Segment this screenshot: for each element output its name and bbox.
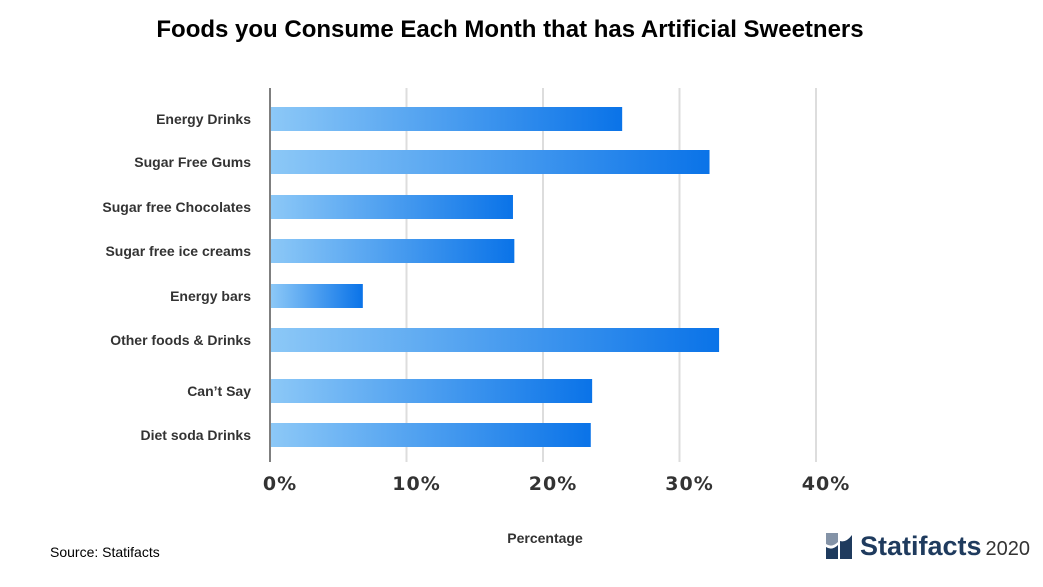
bar — [271, 107, 623, 131]
bar — [271, 423, 591, 447]
bar — [271, 195, 513, 219]
bar — [271, 284, 363, 308]
brand-name: Statifacts — [860, 530, 982, 561]
category-label: Other foods & Drinks — [110, 332, 251, 348]
x-tick-label: 40% — [802, 473, 850, 495]
category-label: Can’t Say — [187, 383, 251, 399]
bar — [271, 328, 720, 352]
brand-logo: Statifacts 2020 — [824, 530, 1030, 562]
chart-title: Foods you Consume Each Month that has Ar… — [156, 16, 864, 43]
statifacts-logo-icon — [826, 533, 852, 559]
category-label: Energy bars — [170, 288, 251, 304]
source-note: Source: Statifacts — [50, 544, 160, 560]
category-label: Diet soda Drinks — [141, 427, 252, 443]
x-axis-label: Percentage — [507, 530, 583, 546]
category-label: Energy Drinks — [156, 111, 251, 127]
x-tick-label: 30% — [665, 473, 713, 495]
category-label: Sugar free ice creams — [105, 243, 251, 259]
category-label: Sugar Free Gums — [134, 154, 251, 170]
bar — [271, 379, 593, 403]
x-tick-label: 20% — [529, 473, 577, 495]
x-tick-label: 10% — [392, 473, 440, 495]
x-tick-label: 0% — [263, 473, 297, 495]
bar — [271, 239, 515, 263]
bar — [271, 150, 710, 174]
brand-year: 2020 — [985, 537, 1031, 560]
category-label: Sugar free Chocolates — [102, 199, 251, 215]
